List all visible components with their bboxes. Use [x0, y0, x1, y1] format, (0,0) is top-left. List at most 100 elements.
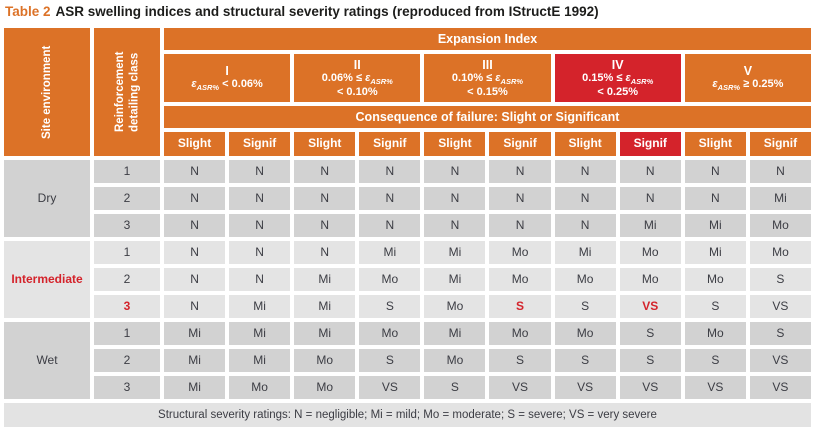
- class-formula: 0.10% ≤ εASR%: [452, 72, 523, 86]
- rating-cell: Mo: [489, 268, 551, 291]
- rating-cell: Mi: [164, 376, 226, 399]
- rating-cell: S: [619, 322, 681, 345]
- rating-cell: N: [359, 187, 421, 210]
- expansion-class-content: I εASR% < 0.06%: [191, 64, 263, 92]
- epsilon-symbol: ε: [365, 71, 371, 84]
- expansion-class-III: III 0.10% ≤ εASR% < 0.15%: [424, 54, 551, 102]
- subcolumn-header-9: Signif: [749, 132, 811, 156]
- class-formula: εASR% < 0.06%: [191, 78, 263, 92]
- rating-cell: N: [554, 187, 616, 210]
- formula-post: ≥ 0.25%: [740, 77, 784, 90]
- footer-note: Structural severity ratings: N = negligi…: [4, 403, 811, 427]
- detailing-class-cell: 3: [94, 376, 160, 399]
- rating-cell: N: [619, 160, 681, 183]
- rating-cell: N: [424, 160, 486, 183]
- rating-cell: Mi: [424, 268, 486, 291]
- epsilon-symbol: ε: [712, 77, 718, 90]
- rating-cell: Mi: [749, 187, 811, 210]
- rating-cell: S: [489, 349, 551, 372]
- rating-cell: N: [359, 214, 421, 237]
- rating-cell: VS: [359, 376, 421, 399]
- rating-cell: Mo: [554, 322, 616, 345]
- expansion-class-II: II 0.06% ≤ εASR% < 0.10%: [294, 54, 421, 102]
- rating-cell: Mi: [619, 214, 681, 237]
- rating-cell: S: [749, 268, 811, 291]
- rating-cell: Mo: [489, 322, 551, 345]
- expansion-class-IV: IV 0.15% ≤ εASR% < 0.25%: [554, 54, 681, 102]
- rating-cell: Mo: [294, 349, 356, 372]
- rating-cell: N: [229, 160, 291, 183]
- expansion-class-content: V εASR% ≥ 0.25%: [712, 64, 783, 92]
- expansion-index-header: Expansion Index: [164, 28, 811, 50]
- rating-cell: N: [424, 214, 486, 237]
- subcolumn-header-7: Signif: [619, 132, 681, 156]
- rating-cell: Mo: [619, 268, 681, 291]
- rating-cell: N: [229, 268, 291, 291]
- rating-cell: Mo: [749, 214, 811, 237]
- rating-cell: VS: [489, 376, 551, 399]
- class-formula: 0.15% ≤ εASR%: [582, 72, 653, 86]
- rating-cell: N: [164, 160, 226, 183]
- rating-cell: Mi: [554, 241, 616, 264]
- epsilon-subscript: ASR%: [370, 76, 393, 86]
- class-formula-line2: < 0.10%: [336, 86, 378, 99]
- reinforcement-detailing-label: Reinforcement detailing class: [113, 51, 140, 133]
- subcolumn-header-0: Slight: [164, 132, 226, 156]
- rating-cell: Mo: [684, 268, 746, 291]
- rating-cell: Mi: [294, 322, 356, 345]
- class-formula-line2: < 0.25%: [597, 86, 639, 99]
- rating-cell: Mi: [164, 349, 226, 372]
- rating-cell: N: [164, 187, 226, 210]
- detailing-class-cell: 2: [94, 268, 160, 291]
- table-title: Table 2 ASR swelling indices and structur…: [5, 4, 599, 19]
- rating-cell: Mo: [749, 241, 811, 264]
- detailing-class-cell: 2: [94, 349, 160, 372]
- rating-cell: VS: [749, 376, 811, 399]
- rating-cell: N: [294, 241, 356, 264]
- rating-cell: S: [489, 295, 551, 318]
- site-environment-header: Site environment: [4, 28, 90, 156]
- class-numeral: I: [225, 63, 229, 78]
- rating-cell: Mo: [619, 241, 681, 264]
- expansion-class-content: IV 0.15% ≤ εASR% < 0.25%: [582, 58, 653, 99]
- group-label-dry: Dry: [4, 160, 90, 237]
- expansion-class-V: V εASR% ≥ 0.25%: [684, 54, 811, 102]
- rating-cell: N: [424, 187, 486, 210]
- detailing-class-cell: 2: [94, 187, 160, 210]
- rating-cell: S: [684, 295, 746, 318]
- rating-cell: S: [619, 349, 681, 372]
- rating-cell: S: [554, 295, 616, 318]
- formula-post: < 0.06%: [219, 77, 263, 90]
- rating-cell: S: [749, 322, 811, 345]
- reinforcement-detailing-header: Reinforcement detailing class: [94, 28, 160, 156]
- class-formula: εASR% ≥ 0.25%: [712, 78, 783, 92]
- rating-cell: N: [229, 214, 291, 237]
- group-label-wet: Wet: [4, 322, 90, 399]
- subcolumn-header-8: Slight: [684, 132, 746, 156]
- subcolumn-header-4: Slight: [424, 132, 486, 156]
- rating-cell: N: [489, 160, 551, 183]
- rating-cell: Mi: [424, 322, 486, 345]
- class-numeral: IV: [611, 57, 624, 72]
- subcolumn-header-5: Signif: [489, 132, 551, 156]
- rating-cell: Mi: [294, 295, 356, 318]
- rating-cell: N: [554, 160, 616, 183]
- rating-cell: Mi: [229, 349, 291, 372]
- rating-cell: N: [294, 214, 356, 237]
- rating-cell: N: [684, 187, 746, 210]
- rating-cell: VS: [619, 376, 681, 399]
- class-numeral: V: [743, 63, 753, 78]
- rating-cell: N: [489, 187, 551, 210]
- rating-cell: N: [294, 160, 356, 183]
- rating-cell: Mo: [424, 295, 486, 318]
- rating-cell: N: [164, 214, 226, 237]
- detailing-class-cell: 1: [94, 160, 160, 183]
- detailing-class-cell: 1: [94, 241, 160, 264]
- rating-cell: VS: [684, 376, 746, 399]
- epsilon-subscript: ASR%: [717, 82, 741, 92]
- rating-cell: Mi: [229, 322, 291, 345]
- rating-cell: S: [359, 295, 421, 318]
- formula-pre: 0.15% ≤: [582, 71, 626, 84]
- rating-cell: N: [619, 187, 681, 210]
